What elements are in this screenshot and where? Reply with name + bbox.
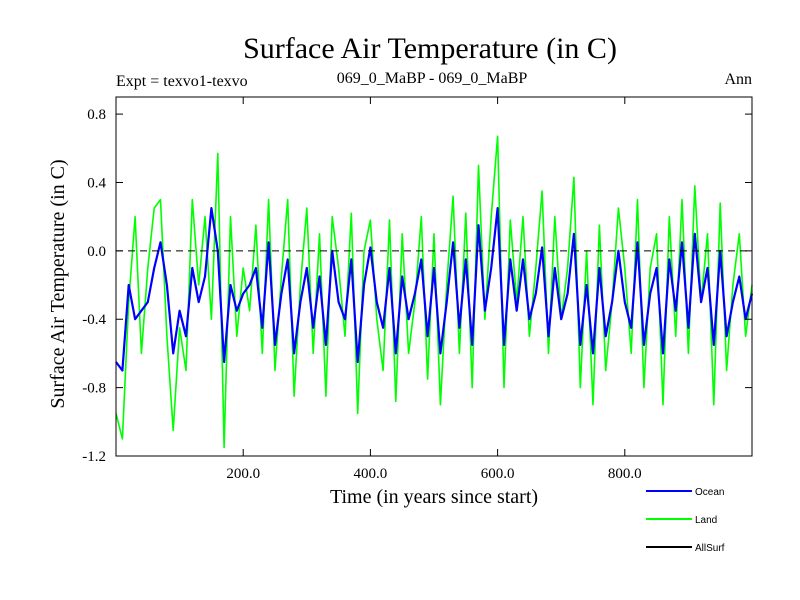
series-line-ocean xyxy=(115,207,754,372)
y-tick-label: -1.2 xyxy=(82,449,106,465)
chart-title: Surface Air Temperature (in C) xyxy=(243,32,617,65)
chart-subtitle-right: Ann xyxy=(724,71,752,88)
legend-label-ocean: Ocean xyxy=(695,487,724,498)
legend-label-land: Land xyxy=(695,515,717,526)
x-axis-label: Time (in years since start) xyxy=(330,486,538,508)
x-tick-label: 600.0 xyxy=(481,466,515,482)
chart-subtitle-center: 069_0_MaBP - 069_0_MaBP xyxy=(337,70,528,87)
y-tick-label: -0.4 xyxy=(82,312,106,328)
y-tick-label: -0.8 xyxy=(82,381,106,397)
series-line-land xyxy=(115,135,753,449)
legend-label-allsurf: AllSurf xyxy=(695,543,725,554)
x-tick-label: 800.0 xyxy=(608,466,642,482)
legend: Ocean Land AllSurf xyxy=(646,487,725,554)
x-axis-ticks: 200.0 400.0 600.0 800.0 xyxy=(226,97,642,482)
y-tick-label: 0.4 xyxy=(87,175,106,191)
series-layer xyxy=(115,135,754,449)
plot-frame xyxy=(115,96,753,457)
y-axis-label: Surface Air Temperature (in C) xyxy=(47,159,69,408)
y-tick-label: 0.0 xyxy=(87,244,106,260)
y-tick-label: 0.8 xyxy=(87,107,106,123)
x-tick-label: 400.0 xyxy=(354,466,388,482)
y-axis-ticks: -1.2 -0.8 -0.4 0.0 0.4 0.8 xyxy=(82,107,752,465)
plot-area: 200.0 400.0 600.0 800.0 -1.2 -0.8 -0.4 0.0 0.4 0… xyxy=(82,96,754,482)
chart-subtitle-left: Expt = texvo1-texvo xyxy=(116,73,248,90)
x-tick-label: 200.0 xyxy=(226,466,260,482)
